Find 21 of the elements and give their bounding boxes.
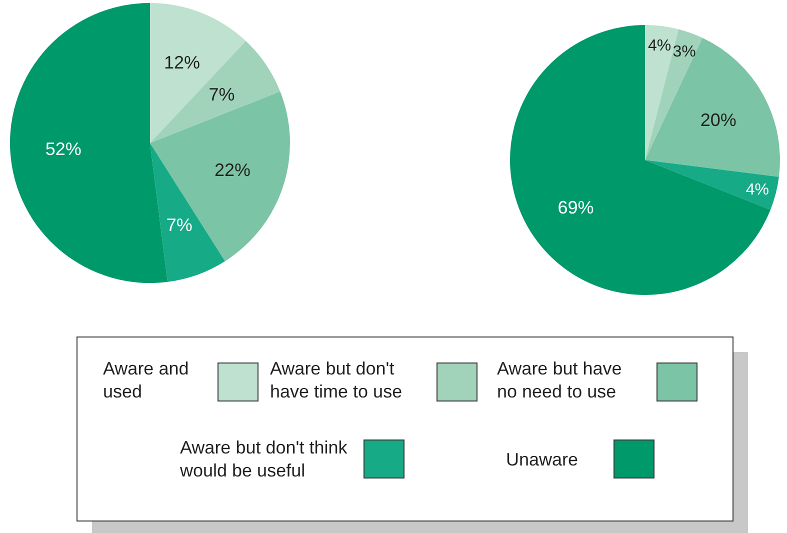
legend-label: Aware but have no need to use bbox=[497, 358, 622, 402]
pie-slice bbox=[645, 29, 702, 160]
data-label: 3% bbox=[672, 43, 696, 60]
data-label: 4% bbox=[648, 37, 672, 54]
pie-slice bbox=[645, 38, 780, 177]
legend-label: Aware but don't think would be useful bbox=[179, 437, 348, 481]
pie-slice bbox=[150, 40, 280, 143]
pie-slice bbox=[150, 3, 246, 143]
pie-slice bbox=[645, 160, 779, 210]
data-label: 7% bbox=[208, 84, 235, 105]
data-label: 20% bbox=[700, 110, 736, 130]
data-label: 52% bbox=[45, 138, 82, 159]
legend-label: Unaware bbox=[506, 449, 578, 470]
data-label: 69% bbox=[558, 197, 594, 218]
data-label: 7% bbox=[166, 214, 192, 235]
data-label: 4% bbox=[746, 181, 770, 198]
legend-label: Aware but don't have time to use bbox=[270, 358, 402, 402]
data-label: 12% bbox=[164, 52, 200, 73]
data-label: 22% bbox=[214, 160, 251, 180]
pie-slice bbox=[510, 25, 771, 295]
legend-label: Aware and used bbox=[103, 358, 189, 402]
